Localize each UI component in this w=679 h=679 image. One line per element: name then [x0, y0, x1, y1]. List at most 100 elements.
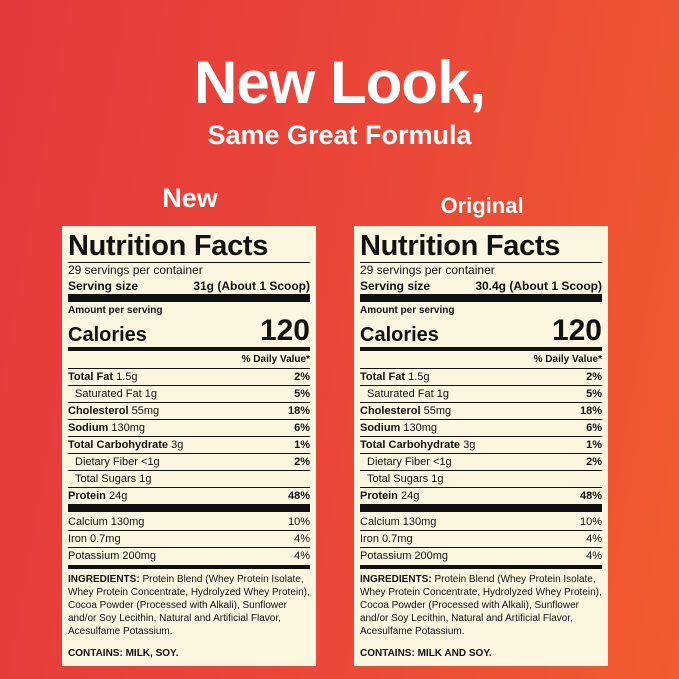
nutrient-name: Cholesterol — [68, 405, 129, 417]
nutrient-dv: 18% — [287, 405, 310, 417]
nutrient-dv: 5% — [586, 388, 602, 400]
calories-label: Calories — [360, 324, 439, 346]
nutrient-name: Sodium — [360, 422, 401, 434]
nutrient-name: Protein — [360, 490, 398, 502]
dv-header: % Daily Value* — [360, 351, 602, 368]
nutrient: Total Carbohydrate 3g — [360, 437, 475, 453]
nutrient-dv: 2% — [294, 456, 310, 468]
calories-row: Calories 120 — [360, 315, 602, 347]
nutrient-row: Protein 24g 48% — [360, 487, 602, 512]
nutrient-name: Total Carbohydrate — [68, 439, 169, 451]
nutrient: Total Fat 1.5g — [68, 369, 138, 385]
nutrient-dv: 18% — [579, 405, 602, 417]
nutrient-row: Dietary Fiber <1g 2% — [360, 453, 602, 470]
nutrient-name: Saturated Fat 1g — [367, 388, 449, 400]
nutrient: Sodium 130mg — [360, 420, 437, 436]
nutrient-dv: 2% — [586, 456, 602, 468]
nutrient-row: Total Sugars 1g — [68, 470, 310, 487]
mineral-dv: 4% — [294, 533, 310, 545]
mineral-name: Iron 0.7mg — [68, 533, 121, 545]
ingredients: INGREDIENTS: Protein Blend (Whey Protein… — [360, 569, 602, 638]
mineral-row: Iron 0.7mg 4% — [68, 530, 310, 547]
dv-header-text: % Daily Value* — [241, 354, 310, 365]
nutrient-name: Dietary Fiber <1g — [367, 456, 452, 468]
ingredients-text: Protein Blend (Whey Protein Isolate, Whe… — [68, 574, 310, 637]
dv-header-text: % Daily Value* — [533, 354, 602, 365]
serving-size-row: Serving size 30.4g (About 1 Scoop) — [360, 278, 602, 294]
label-tag: Original — [440, 193, 524, 218]
nutrient-amount: 130mg — [111, 422, 146, 434]
nutrient-dv: 5% — [294, 388, 310, 400]
nutrient: Saturated Fat 1g — [68, 386, 157, 402]
nutrient-row: Protein 24g 48% — [68, 487, 310, 512]
nutrient-row: Saturated Fat 1g 5% — [360, 385, 602, 402]
nutrient-row: Sodium 130mg 6% — [360, 419, 602, 436]
nutrient-row: Total Carbohydrate 3g 1% — [68, 436, 310, 453]
calories: 120 — [259, 314, 310, 347]
nutrient-row: Total Carbohydrate 3g 1% — [360, 436, 602, 453]
calories-row: Calories 120 — [68, 315, 310, 347]
nutrient: Saturated Fat 1g — [360, 386, 449, 402]
headline: New Look, — [193, 49, 486, 116]
servings: 29 servings per container — [68, 262, 310, 278]
rule — [360, 347, 602, 351]
nutrient-name: Protein — [68, 490, 106, 502]
rule — [68, 565, 310, 569]
mineral-dv: 10% — [287, 516, 310, 528]
nutrient-row: Total Fat 1.5g 2% — [360, 368, 602, 385]
nutrient: Total Carbohydrate 3g — [68, 437, 183, 453]
mineral-dv: 10% — [579, 516, 602, 528]
nutrient-row: Sodium 130mg 6% — [68, 419, 310, 436]
ingredients-label: INGREDIENTS: — [360, 574, 432, 585]
nutrient-row: Total Fat 1.5g 2% — [68, 368, 310, 385]
contains: CONTAINS: MILK AND SOY. — [360, 648, 492, 659]
amount-per-serving: Amount per serving — [360, 305, 455, 316]
nutrient-dv: 2% — [586, 371, 602, 383]
nutrient: Protein 24g — [68, 488, 127, 504]
rule — [360, 294, 602, 302]
rule — [68, 347, 310, 351]
label-tag: New — [162, 183, 218, 213]
nutrient-amount: 55mg — [423, 405, 452, 417]
servings: 29 servings per container — [360, 262, 602, 278]
ingredients-text: Protein Blend (Whey Protein Isolate, Whe… — [360, 574, 602, 637]
mineral-dv: 4% — [586, 533, 602, 545]
ingredients-label: INGREDIENTS: — [68, 574, 140, 585]
nutrient: Total Fat 1.5g — [360, 369, 430, 385]
nutrient: Cholesterol 55mg — [68, 403, 159, 419]
nutrient-name: Total Sugars 1g — [367, 473, 444, 485]
nutrient-dv: 6% — [586, 422, 602, 434]
nutrient-dv: 48% — [287, 490, 310, 502]
mineral-dv: 4% — [586, 550, 602, 562]
nutrient-amount: 1.5g — [116, 371, 138, 383]
nutrient: Total Sugars 1g — [360, 471, 443, 487]
nutrient-dv: 1% — [294, 439, 310, 451]
nutrient-row: Saturated Fat 1g 5% — [68, 385, 310, 402]
nutrient-amount: 130mg — [403, 422, 438, 434]
mineral-dv: 4% — [294, 550, 310, 562]
nutrient-amount: 1.5g — [408, 371, 430, 383]
nutrient: Sodium 130mg — [68, 420, 145, 436]
mineral-name: Iron 0.7mg — [360, 533, 413, 545]
mineral-row: Potassium 200mg 4% — [360, 547, 602, 564]
subheadline: Same Great Formula — [207, 120, 472, 150]
nutrient-name: Total Fat — [360, 371, 406, 383]
serving-size: 31g (About 1 Scoop) — [193, 279, 310, 293]
nutrition-label: Nutrition Facts 29 servings per container… — [354, 226, 608, 666]
nutrient: Total Sugars 1g — [68, 471, 151, 487]
mineral-name: Calcium 130mg — [68, 516, 145, 528]
nutrient-dv: 6% — [294, 422, 310, 434]
mineral-row: Calcium 130mg 10% — [68, 514, 310, 530]
mineral-name: Potassium 200mg — [360, 550, 449, 562]
nutrient-name: Total Carbohydrate — [360, 439, 461, 451]
nutrient-amount: 24g — [400, 490, 420, 502]
mineral-name: Potassium 200mg — [68, 550, 157, 562]
nutrient: Dietary Fiber <1g — [360, 454, 452, 470]
nutrient-dv: 48% — [579, 490, 602, 502]
nutrient-amount: 3g — [171, 439, 184, 451]
nutrient-row: Total Sugars 1g — [360, 470, 602, 487]
nutrient: Dietary Fiber <1g — [68, 454, 160, 470]
nutrient-name: Saturated Fat 1g — [75, 388, 157, 400]
contains: CONTAINS: MILK, SOY. — [68, 648, 179, 659]
